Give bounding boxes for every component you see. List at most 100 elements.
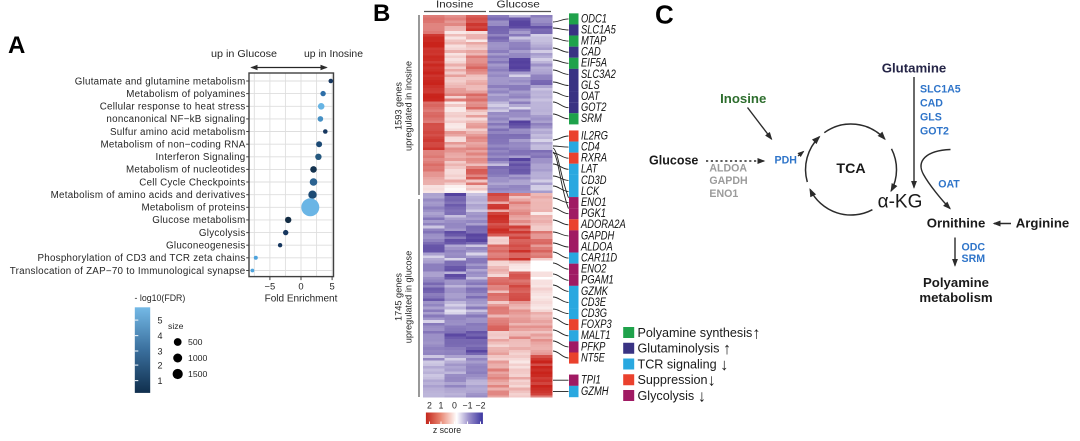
svg-text:0: 0 bbox=[452, 401, 457, 411]
svg-text:FOXP3: FOXP3 bbox=[581, 318, 612, 331]
svg-text:ALDOA: ALDOA bbox=[580, 240, 613, 253]
svg-text:500: 500 bbox=[188, 337, 203, 347]
svg-text:ODC: ODC bbox=[962, 242, 986, 254]
svg-text:−1: −1 bbox=[462, 401, 472, 411]
svg-text:Metabolism of proteins: Metabolism of proteins bbox=[141, 203, 245, 214]
svg-text:Inosine: Inosine bbox=[720, 91, 766, 106]
svg-text:Glutaminolysis ↑: Glutaminolysis ↑ bbox=[638, 340, 732, 358]
svg-text:RXRA: RXRA bbox=[581, 152, 607, 165]
svg-text:metabolism: metabolism bbox=[919, 290, 992, 305]
svg-text:Ornithine: Ornithine bbox=[927, 216, 986, 231]
svg-text:Phosphorylation of CD3 and TCR: Phosphorylation of CD3 and TCR zeta chai… bbox=[38, 253, 246, 264]
svg-text:CD3G: CD3G bbox=[581, 307, 607, 320]
svg-text:Metabolism of nucleotides: Metabolism of nucleotides bbox=[126, 165, 246, 176]
svg-text:1593 genesupregulated in inosi: 1593 genesupregulated in inosine bbox=[394, 61, 414, 151]
svg-text:PDH: PDH bbox=[775, 155, 797, 167]
svg-text:EIF5A: EIF5A bbox=[581, 57, 607, 70]
svg-text:CAD: CAD bbox=[920, 98, 943, 110]
svg-text:GLS: GLS bbox=[581, 79, 600, 92]
svg-text:C: C bbox=[655, 0, 674, 30]
svg-text:IL2RG: IL2RG bbox=[581, 129, 608, 142]
svg-text:GAPDH: GAPDH bbox=[709, 175, 747, 187]
svg-text:CD3E: CD3E bbox=[581, 296, 607, 309]
svg-text:GZMK: GZMK bbox=[581, 285, 609, 298]
svg-text:GAPDH: GAPDH bbox=[581, 229, 614, 242]
svg-text:1000: 1000 bbox=[188, 353, 207, 363]
svg-text:NT5E: NT5E bbox=[581, 351, 606, 364]
svg-text:ENO2: ENO2 bbox=[581, 263, 606, 276]
svg-text:Glycolysis: Glycolysis bbox=[199, 228, 246, 239]
svg-text:SLC1A5: SLC1A5 bbox=[920, 83, 961, 95]
svg-text:GOT2: GOT2 bbox=[920, 126, 949, 138]
svg-text:B: B bbox=[373, 0, 390, 27]
svg-text:Glutamate and glutamine metabo: Glutamate and glutamine metabolism bbox=[75, 76, 246, 87]
svg-text:SRM: SRM bbox=[581, 112, 602, 125]
svg-text:Polyamine: Polyamine bbox=[923, 275, 989, 290]
svg-text:Inosine: Inosine bbox=[436, 0, 474, 10]
svg-text:ADORA2A: ADORA2A bbox=[580, 218, 626, 231]
svg-text:CAD: CAD bbox=[581, 46, 601, 59]
svg-text:Metabolism of polyamines: Metabolism of polyamines bbox=[126, 89, 245, 100]
svg-text:Metabolism of amino acids and: Metabolism of amino acids and derivative… bbox=[51, 190, 246, 201]
svg-text:Cellular response to heat stre: Cellular response to heat stress bbox=[100, 102, 246, 113]
svg-text:Sulfur amino acid metabolism: Sulfur amino acid metabolism bbox=[110, 127, 246, 138]
svg-text:α-KG: α-KG bbox=[878, 192, 923, 213]
svg-text:TPI1: TPI1 bbox=[581, 374, 601, 387]
svg-text:CD3D: CD3D bbox=[581, 174, 607, 187]
svg-text:GOT2: GOT2 bbox=[581, 101, 606, 114]
svg-text:ENO1: ENO1 bbox=[709, 188, 738, 200]
svg-text:PGK1: PGK1 bbox=[581, 207, 606, 220]
svg-text:4: 4 bbox=[158, 331, 163, 341]
svg-text:OAT: OAT bbox=[938, 179, 960, 191]
svg-text:size: size bbox=[168, 321, 184, 331]
svg-text:ALDOA: ALDOA bbox=[709, 162, 747, 174]
svg-text:Interferon Signaling: Interferon Signaling bbox=[156, 152, 246, 163]
svg-text:PFKP: PFKP bbox=[581, 340, 606, 353]
svg-text:SLC3A2: SLC3A2 bbox=[581, 68, 616, 81]
svg-text:- log10(FDR): - log10(FDR) bbox=[135, 293, 186, 303]
svg-text:5: 5 bbox=[158, 316, 163, 326]
svg-text:Fold Enrichment: Fold Enrichment bbox=[265, 294, 338, 305]
svg-text:0: 0 bbox=[298, 281, 303, 292]
svg-text:PGAM1: PGAM1 bbox=[581, 274, 614, 287]
svg-text:Glutamine: Glutamine bbox=[882, 61, 946, 76]
svg-text:Suppression↓: Suppression↓ bbox=[638, 372, 716, 390]
svg-text:ODC1: ODC1 bbox=[581, 12, 607, 25]
svg-text:5: 5 bbox=[329, 281, 334, 292]
svg-text:Glycolysis ↓: Glycolysis ↓ bbox=[638, 387, 706, 405]
svg-text:GLS: GLS bbox=[920, 112, 942, 124]
svg-text:LAT: LAT bbox=[581, 163, 599, 176]
svg-text:1500: 1500 bbox=[188, 369, 207, 379]
svg-text:Translocation of ZAP−70 to Imm: Translocation of ZAP−70 to Immunological… bbox=[10, 266, 246, 277]
svg-text:SLC1A5: SLC1A5 bbox=[581, 23, 616, 36]
svg-text:CD4: CD4 bbox=[581, 140, 600, 153]
svg-text:A: A bbox=[8, 32, 25, 59]
svg-text:Glucose: Glucose bbox=[649, 154, 698, 168]
svg-text:Arginine: Arginine bbox=[1016, 216, 1069, 231]
svg-text:up in Glucose: up in Glucose bbox=[211, 49, 277, 60]
svg-text:LCK: LCK bbox=[581, 185, 600, 198]
svg-text:Metabolism of non−coding RNA: Metabolism of non−coding RNA bbox=[100, 140, 245, 151]
svg-text:up in Inosine: up in Inosine bbox=[304, 49, 363, 60]
svg-text:noncanonical NF−kB signaling: noncanonical NF−kB signaling bbox=[106, 114, 245, 125]
svg-text:ENO1: ENO1 bbox=[581, 196, 606, 209]
svg-text:GZMH: GZMH bbox=[581, 385, 609, 398]
svg-text:2: 2 bbox=[158, 361, 163, 371]
svg-text:1: 1 bbox=[439, 401, 444, 411]
svg-text:1745 genesupregulated in gluco: 1745 genesupregulated in glucose bbox=[394, 251, 414, 343]
svg-text:Polyamine synthesis↑: Polyamine synthesis↑ bbox=[638, 324, 761, 342]
svg-text:3: 3 bbox=[158, 346, 163, 356]
svg-text:Cell Cycle Checkpoints: Cell Cycle Checkpoints bbox=[139, 177, 245, 188]
svg-text:−5: −5 bbox=[265, 281, 276, 292]
svg-text:1: 1 bbox=[158, 376, 163, 386]
svg-text:CAR11D: CAR11D bbox=[581, 251, 617, 264]
svg-text:Gluconeogenesis: Gluconeogenesis bbox=[166, 241, 245, 252]
svg-text:z score: z score bbox=[433, 425, 461, 435]
svg-text:SRM: SRM bbox=[962, 253, 986, 265]
svg-text:MTAP: MTAP bbox=[581, 34, 607, 47]
svg-text:TCA: TCA bbox=[836, 161, 865, 177]
svg-text:Glucose metabolism: Glucose metabolism bbox=[152, 215, 245, 226]
svg-text:Glucose: Glucose bbox=[497, 0, 541, 10]
svg-text:−2: −2 bbox=[475, 401, 485, 411]
svg-text:2: 2 bbox=[427, 401, 432, 411]
